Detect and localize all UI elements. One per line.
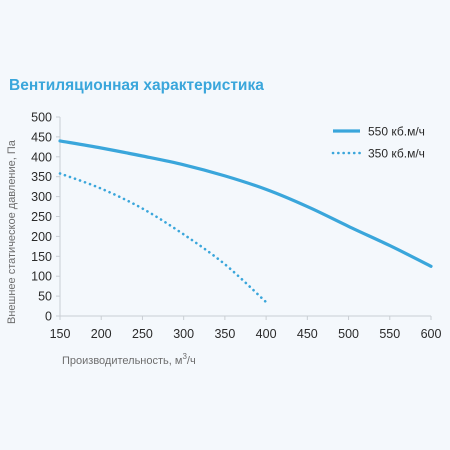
y-tick-label: 0: [45, 310, 52, 324]
y-tick-label: 50: [38, 290, 52, 304]
chart-title: Вентиляционная характеристика: [9, 77, 264, 94]
x-tick-label: 500: [338, 327, 359, 341]
y-tick-label: 250: [31, 210, 52, 224]
series-line-dotted-1: [58, 172, 268, 304]
y-tick-label: 100: [31, 270, 52, 284]
x-tick-label: 400: [256, 327, 277, 341]
x-tick-label: 600: [421, 327, 442, 341]
x-tick-label: 350: [214, 327, 235, 341]
y-tick-label: 200: [31, 230, 52, 244]
x-tick-label: 150: [50, 327, 71, 341]
axes-layer: 0 50 100 150 200 250 300 350 400 450 500 150 200 250 3…: [31, 111, 441, 342]
y-tick-label: 500: [31, 111, 52, 125]
y-tick-label: 350: [31, 170, 52, 184]
y-tick-label: 450: [31, 130, 52, 144]
series-line-solid-0: [58, 139, 433, 268]
legend-label-1: 350 кб.м/ч: [368, 147, 425, 161]
y-tick-label: 300: [31, 190, 52, 204]
x-axis-title: Производительность, м3/ч: [62, 352, 196, 367]
legend-label-0: 550 кб.м/ч: [368, 125, 425, 139]
y-axis-title: Внешнее статическое давление, Па: [6, 139, 18, 324]
y-tick-label: 400: [31, 150, 52, 164]
series-layer: [58, 139, 433, 304]
x-tick-label: 450: [297, 327, 318, 341]
y-tick-label: 150: [31, 250, 52, 264]
x-tick-label: 200: [91, 327, 112, 341]
x-tick-label: 250: [132, 327, 153, 341]
x-tick-label: 300: [173, 327, 194, 341]
x-tick-label: 550: [379, 327, 400, 341]
legend: 550 кб.м/ч 350 кб.м/ч: [331, 125, 425, 161]
